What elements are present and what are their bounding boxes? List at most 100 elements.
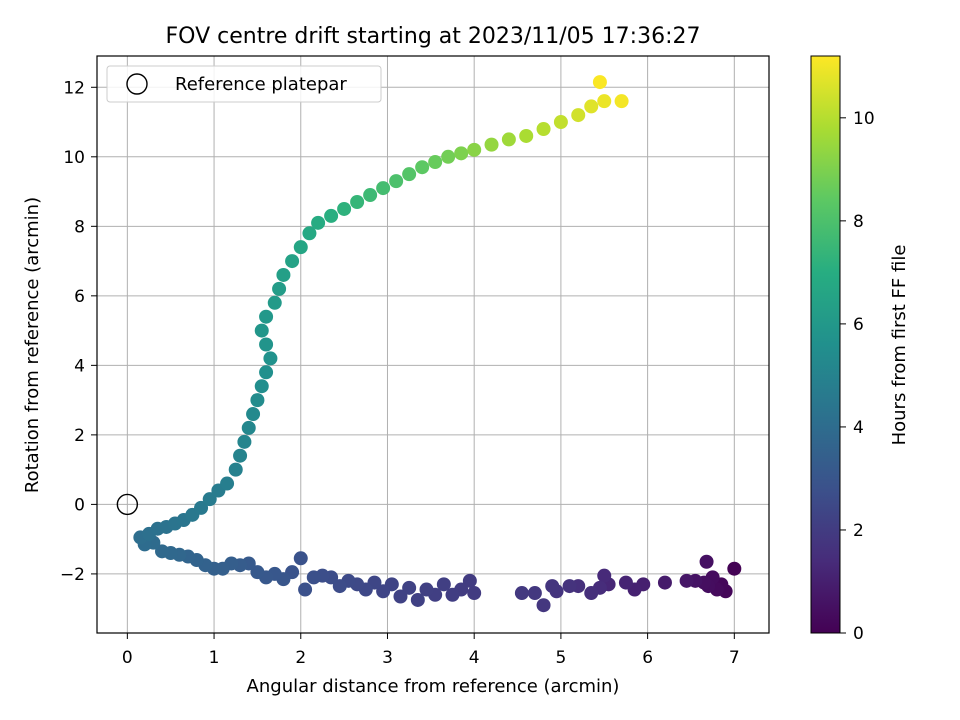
legend-label: Reference platepar — [175, 74, 347, 95]
colorbar-tick-label: 8 — [853, 212, 864, 232]
x-tick-label: 0 — [122, 648, 133, 668]
data-point — [592, 75, 607, 90]
data-point — [679, 573, 694, 588]
data-point — [250, 565, 265, 580]
data-point — [436, 577, 451, 592]
data-point — [597, 568, 612, 583]
y-axis-ticks: −2 0 2 4 6 8 10 12 — [60, 78, 97, 585]
data-point — [584, 99, 599, 114]
x-tick-label: 1 — [209, 648, 220, 668]
data-point — [259, 365, 274, 380]
colorbar-tick-label: 2 — [853, 521, 864, 541]
y-tick-label: 12 — [63, 78, 85, 98]
x-axis-label: Angular distance from reference (arcmin) — [247, 676, 620, 697]
y-tick-label: 10 — [63, 148, 85, 168]
data-points — [133, 75, 742, 613]
data-point — [194, 500, 209, 515]
data-point — [228, 462, 243, 477]
grid — [97, 56, 769, 633]
data-point — [250, 393, 265, 408]
data-point — [657, 575, 672, 590]
data-point — [337, 201, 352, 216]
y-tick-label: 8 — [74, 217, 85, 237]
data-point — [428, 155, 443, 170]
data-point — [393, 589, 408, 604]
x-tick-label: 2 — [295, 648, 306, 668]
data-point — [155, 544, 170, 559]
data-point — [536, 598, 551, 613]
data-point — [272, 281, 287, 296]
data-point — [324, 208, 339, 223]
data-point — [441, 149, 456, 164]
colorbar-tick-label: 10 — [853, 109, 875, 129]
data-point — [527, 586, 542, 601]
data-point — [311, 215, 326, 230]
data-point — [376, 181, 391, 196]
colorbar-label: Hours from first FF file — [889, 245, 910, 446]
y-tick-label: 4 — [74, 356, 85, 376]
data-point — [302, 226, 317, 241]
data-point — [276, 267, 291, 282]
data-point — [514, 586, 529, 601]
data-point — [445, 587, 460, 602]
data-point — [584, 586, 599, 601]
y-tick-label: 6 — [74, 287, 85, 307]
plot-frame — [96, 55, 770, 634]
data-point — [332, 579, 347, 594]
legend-reference-marker — [126, 73, 148, 95]
data-point — [467, 142, 482, 157]
data-point — [254, 323, 269, 338]
data-point — [419, 582, 434, 597]
data-point — [545, 579, 560, 594]
data-point — [562, 579, 577, 594]
legend: Reference platepar — [106, 65, 382, 103]
data-point — [454, 146, 469, 161]
colorbar — [810, 55, 841, 634]
data-point — [376, 584, 391, 599]
data-point — [363, 188, 378, 203]
colorbar-ticks: 0 2 4 6 8 10 — [840, 109, 875, 644]
reference-marker — [116, 493, 139, 516]
x-tick-label: 5 — [555, 648, 566, 668]
data-point — [699, 554, 714, 569]
data-point — [597, 94, 612, 109]
data-point — [618, 575, 633, 590]
x-tick-label: 4 — [469, 648, 480, 668]
data-point — [293, 551, 308, 566]
data-point — [246, 407, 261, 422]
data-point — [402, 167, 417, 182]
data-point — [285, 254, 300, 269]
colorbar-tick-label: 0 — [853, 624, 864, 644]
data-point — [350, 194, 365, 209]
data-point — [415, 160, 430, 175]
legend-box — [106, 65, 382, 103]
data-point — [220, 476, 235, 491]
x-tick-label: 3 — [382, 648, 393, 668]
y-tick-label: 0 — [74, 495, 85, 515]
x-axis-ticks: 0 1 2 3 4 5 6 7 — [122, 633, 740, 668]
data-point — [614, 94, 629, 109]
data-point — [462, 573, 477, 588]
data-point — [484, 137, 499, 152]
colorbar-tick-label: 6 — [853, 315, 864, 335]
y-tick-label: −2 — [60, 565, 85, 585]
data-point — [267, 295, 282, 310]
data-point — [298, 582, 313, 597]
data-point — [202, 492, 217, 507]
data-point — [571, 108, 586, 123]
chart-title: FOV centre drift starting at 2023/11/05 … — [166, 24, 701, 49]
data-point — [306, 570, 321, 585]
data-point — [402, 580, 417, 595]
data-point — [727, 561, 742, 576]
colorbar-tick-label: 4 — [853, 418, 864, 438]
data-point — [519, 128, 534, 143]
data-point — [536, 121, 551, 136]
data-point — [259, 337, 274, 352]
data-point — [237, 434, 252, 449]
y-axis-label: Rotation from reference (arcmin) — [22, 197, 43, 493]
x-tick-label: 7 — [729, 648, 740, 668]
data-point — [501, 132, 516, 147]
data-point — [467, 586, 482, 601]
y-tick-label: 2 — [74, 426, 85, 446]
